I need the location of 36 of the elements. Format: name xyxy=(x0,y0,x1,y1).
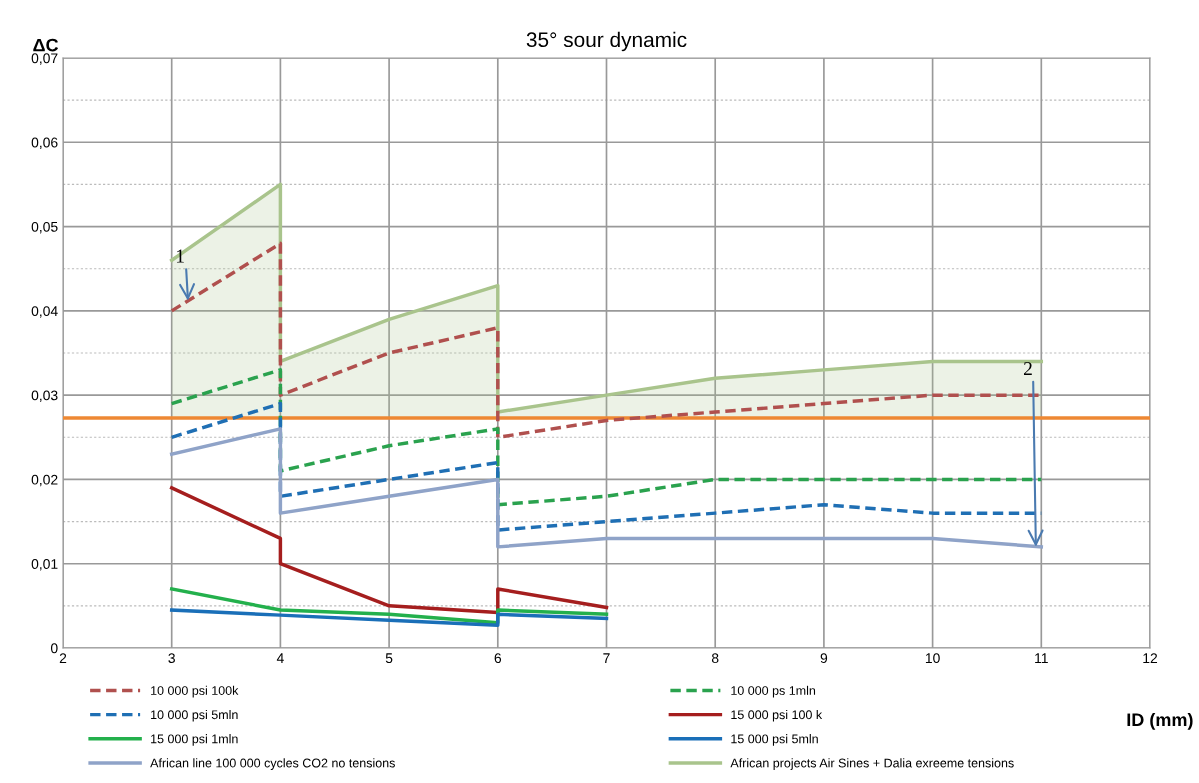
legend-label: African line 100 000 cycles CO2 no tensions xyxy=(150,758,395,770)
legend-label: 15 000 psi 5mln xyxy=(731,734,818,746)
y-tick-label: 0,02 xyxy=(31,474,58,487)
y-tick-label: 0 xyxy=(50,643,58,654)
y-tick-label: 0,01 xyxy=(31,559,58,571)
x-tick-label: 12 xyxy=(1143,653,1158,663)
legend-label: African projects Air Sines + Dalia exreeme tensions xyxy=(730,758,1014,770)
x-tick-label: 10 xyxy=(925,653,940,664)
x-tick-label: 7 xyxy=(603,653,610,663)
annotation: 2 xyxy=(1024,362,1032,375)
legend-label: 15 000 psi 1mln xyxy=(151,734,238,746)
legend-label: 10 000 psi 100k xyxy=(151,685,239,698)
x-tick-label: 5 xyxy=(385,653,393,664)
annotation: 1 xyxy=(176,249,184,263)
x-tick-label: 2 xyxy=(59,653,67,663)
x-tick-label: 4 xyxy=(276,653,284,663)
legend-label: 10 000 ps 1mln xyxy=(731,685,816,698)
y-axis-title: ΔC xyxy=(33,38,59,52)
line-series xyxy=(169,427,1044,549)
y-tick-label: 0,03 xyxy=(31,390,58,402)
x-tick-label: 9 xyxy=(820,653,828,664)
line-series xyxy=(169,486,609,615)
chart-title: 35° sour dynamic xyxy=(526,31,687,52)
x-tick-label: 8 xyxy=(711,653,719,664)
legend-label: 15 000 psi 100 k xyxy=(731,709,823,722)
x-tick-label: 3 xyxy=(168,653,175,664)
y-tick-label: 0,05 xyxy=(31,221,58,234)
x-axis-title: ID (mm) xyxy=(1127,712,1193,730)
y-tick-label: 0,04 xyxy=(31,306,58,318)
x-tick-label: 11 xyxy=(1035,653,1048,663)
line-series xyxy=(169,587,609,625)
line-series xyxy=(169,608,609,627)
y-tick-label: 0,07 xyxy=(31,53,58,65)
x-tick-label: 6 xyxy=(494,653,502,664)
legend-label: 10 000 psi 5mln xyxy=(151,709,238,722)
y-tick-label: 0,06 xyxy=(31,137,58,150)
